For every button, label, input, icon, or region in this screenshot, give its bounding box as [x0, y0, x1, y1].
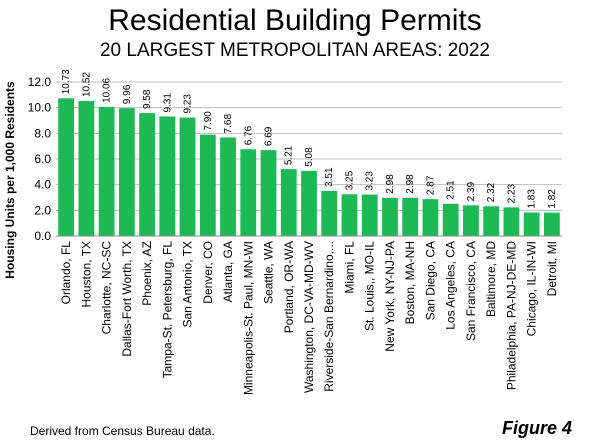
x-tick-label: Atlanta, GA: [221, 241, 235, 302]
y-tick-label: 12.0: [28, 75, 52, 89]
bar: [301, 170, 317, 236]
bar: [483, 206, 500, 236]
x-tick-label: Portland, OR-WA: [282, 241, 296, 333]
data-label: 9.31: [162, 93, 173, 113]
data-label: 10.52: [81, 72, 92, 97]
data-label: 7.90: [203, 111, 214, 131]
data-label: 5.21: [284, 145, 295, 165]
bar: [543, 212, 560, 236]
x-tick-label: Chicago, IL-IN-WI: [525, 241, 539, 336]
y-axis-label: Housing Units per 1,000 Residents: [3, 81, 17, 279]
bar: [240, 149, 257, 236]
bar: [98, 106, 115, 236]
x-tick-label: Tampa-St. Petersburg, FL: [160, 241, 174, 379]
figure-label: Figure 4: [501, 418, 572, 438]
data-label: 7.68: [223, 114, 234, 134]
x-tick-label: Orlando, FL: [59, 241, 73, 305]
x-tick-label: Miami, FL: [342, 241, 356, 294]
x-tick-label: Phoenix, AZ: [140, 241, 154, 306]
bar: [199, 134, 216, 236]
x-tick-label: Philadelphia, PA-NJ-DE-MD: [504, 241, 518, 390]
x-tick-label: San Antonio, TX: [181, 241, 195, 328]
y-axis-ticks: 0.0 2.0 4.0 6.0 8.0 10.0 12.0: [28, 75, 52, 243]
x-tick-label: New York, NY-NJ-PA: [383, 241, 397, 352]
data-label: 2.39: [466, 181, 477, 201]
bar: [361, 194, 378, 236]
data-labels: 10.73 10.52 10.06 9.96 9.58 9.31 9.23 7.90 7.68 6…: [61, 69, 558, 209]
bar: [139, 113, 155, 236]
x-tick-label: Washington, DC-VA-MD-WV: [302, 241, 316, 393]
x-tick-label: Los Angeles, CA: [444, 241, 458, 330]
bar: [280, 169, 297, 236]
x-axis-ticks: Orlando, FL Houston, TX Charlotte, NC-SC Da…: [59, 241, 559, 395]
y-tick-label: 8.0: [34, 126, 51, 140]
x-tick-label: San Diego, CA: [423, 241, 437, 320]
x-tick-label: Riverside-San Bernardino,...: [322, 241, 336, 392]
x-tick-label: Baltimore, MD: [484, 241, 498, 317]
x-tick-label: Denver, CO: [201, 241, 215, 304]
bar: [58, 98, 75, 236]
bar: [382, 197, 398, 236]
x-tick-label: Charlotte, NC-SC: [100, 241, 114, 335]
bar: [422, 199, 439, 236]
data-label: 10.06: [102, 77, 113, 102]
data-label: 2.32: [486, 182, 497, 202]
bar: [503, 207, 520, 236]
data-label: 2.87: [425, 175, 436, 195]
y-tick-label: 2.0: [34, 203, 51, 217]
data-label: 9.23: [183, 94, 194, 114]
y-tick-label: 0.0: [34, 229, 51, 243]
data-label: 6.76: [243, 125, 254, 145]
data-label: 6.69: [264, 126, 275, 146]
bar: [260, 150, 277, 236]
data-label: 3.51: [324, 167, 335, 187]
data-label: 2.23: [506, 183, 517, 203]
data-label: 2.98: [385, 174, 396, 194]
chart-subtitle: 20 LARGEST METROPOLITAN AREAS: 2022: [99, 40, 490, 61]
data-label: 1.82: [547, 189, 558, 209]
data-label: 5.08: [304, 147, 315, 167]
y-tick-label: 6.0: [34, 152, 51, 166]
bar: [463, 205, 479, 236]
x-tick-label: Boston, MA-NH: [403, 241, 417, 324]
x-tick-label: Seattle, WA: [262, 241, 276, 304]
data-label: 9.58: [142, 89, 153, 109]
bar: [78, 100, 95, 236]
bar: [442, 203, 459, 236]
source-note: Derived from Census Bureau data.: [30, 424, 215, 438]
bar: [402, 197, 419, 236]
data-label: 9.96: [122, 84, 133, 104]
data-label: 2.98: [405, 174, 416, 194]
chart-title: Residential Building Permits: [108, 4, 482, 37]
data-label: 2.51: [446, 180, 457, 200]
y-tick-label: 4.0: [34, 178, 51, 192]
x-tick-label: San Francisco, CA: [464, 241, 478, 341]
data-label: 10.73: [61, 69, 72, 94]
bar: [118, 108, 135, 236]
x-tick-label: Detroit, MI: [545, 241, 559, 296]
x-tick-label: St. Louis,, MO-IL: [363, 241, 377, 331]
bar: [321, 190, 338, 236]
data-label: 3.23: [365, 171, 376, 191]
x-tick-label: Minneapolis-St. Paul, MN-WI: [241, 241, 255, 395]
data-label: 1.83: [527, 189, 538, 209]
bar: [159, 116, 176, 236]
x-tick-label: Houston, TX: [79, 241, 93, 307]
bar: [523, 212, 540, 236]
data-label: 3.25: [344, 170, 355, 190]
bar: [341, 194, 358, 236]
y-tick-label: 10.0: [28, 101, 52, 115]
bar: [179, 117, 196, 236]
bars: [58, 98, 560, 236]
x-tick-label: Dallas-Fort Worth, TX: [120, 241, 134, 357]
bar: [220, 137, 236, 236]
